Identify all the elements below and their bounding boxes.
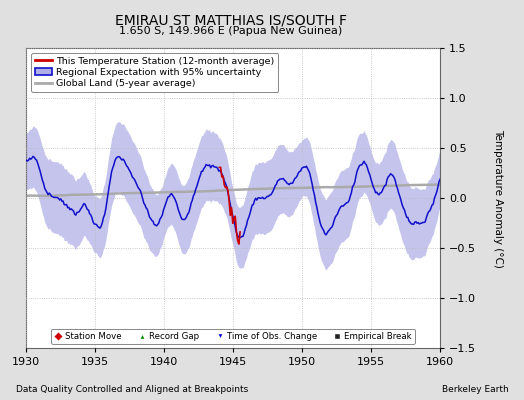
Text: EMIRAU ST MATTHIAS IS/SOUTH F: EMIRAU ST MATTHIAS IS/SOUTH F [115, 14, 346, 28]
Y-axis label: Temperature Anomaly (°C): Temperature Anomaly (°C) [493, 128, 503, 268]
Text: 1.650 S, 149.966 E (Papua New Guinea): 1.650 S, 149.966 E (Papua New Guinea) [119, 26, 342, 36]
Legend: Station Move, Record Gap, Time of Obs. Change, Empirical Break: Station Move, Record Gap, Time of Obs. C… [51, 329, 415, 344]
Text: Berkeley Earth: Berkeley Earth [442, 385, 508, 394]
Text: Data Quality Controlled and Aligned at Breakpoints: Data Quality Controlled and Aligned at B… [16, 385, 248, 394]
